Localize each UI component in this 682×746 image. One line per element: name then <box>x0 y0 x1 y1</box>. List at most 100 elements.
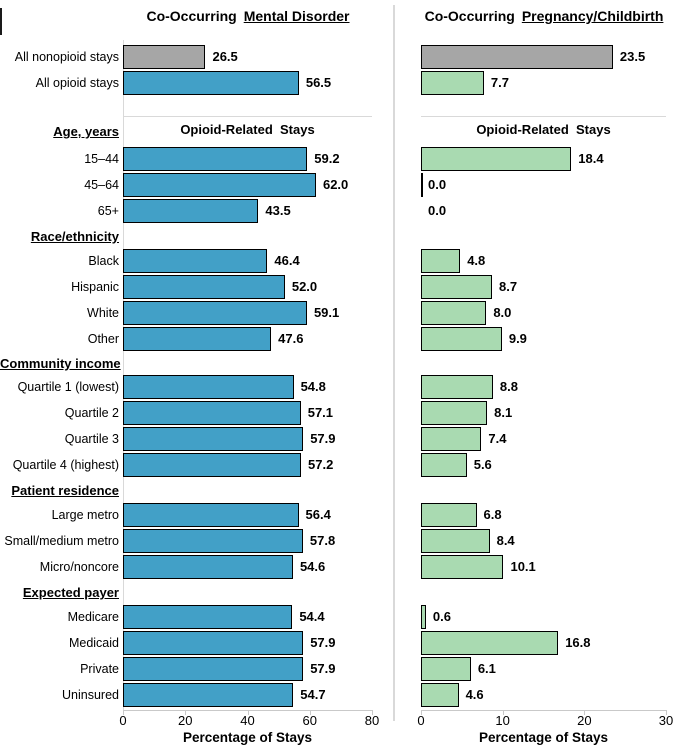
right-value-label: 0.6 <box>432 609 451 624</box>
row-label: Private <box>80 662 119 676</box>
x-axis-tick-label: 40 <box>240 713 255 728</box>
row-label: Large metro <box>51 508 119 522</box>
x-axis-tick-label: 20 <box>178 713 193 728</box>
x-axis-tick <box>309 710 311 715</box>
right-value-label: 10.1 <box>510 559 536 574</box>
left-bar <box>123 327 272 351</box>
left-value-label: 46.4 <box>274 253 300 268</box>
right-value-label: 0.0 <box>428 203 447 218</box>
left-bar <box>123 427 304 451</box>
left-value-label: 54.6 <box>299 559 326 574</box>
right-bar <box>421 301 487 325</box>
right-value-label: 8.4 <box>496 533 515 548</box>
left-value-label: 52.0 <box>291 279 318 294</box>
right-bar <box>421 45 613 69</box>
left-bar <box>123 173 316 197</box>
left-value-label: 47.6 <box>278 331 304 346</box>
left-bar <box>123 683 294 707</box>
row-label: Small/medium metro <box>4 534 119 548</box>
left-value-label: 57.9 <box>310 431 336 446</box>
row-label: All opioid stays <box>35 76 119 90</box>
x-axis-tick <box>584 710 586 715</box>
section-header: Community income <box>0 356 121 371</box>
row-label: All nonopioid stays <box>14 50 119 64</box>
right-bar <box>421 555 504 579</box>
x-axis-tick-label: 60 <box>302 713 317 728</box>
right-value-label: 8.0 <box>493 305 512 320</box>
right-bar <box>421 427 482 451</box>
corner-artifact <box>0 8 2 35</box>
row-label: Micro/noncore <box>39 560 119 574</box>
left-value-label: 57.2 <box>308 457 334 472</box>
right-value-label: 4.6 <box>465 687 484 702</box>
right-bar <box>421 605 426 629</box>
right-bar <box>421 249 461 273</box>
row-label: Black <box>88 254 119 268</box>
x-axis-line <box>421 710 666 711</box>
row-label: Medicare <box>67 610 119 624</box>
right-value-label: 8.7 <box>499 279 518 294</box>
left-value-label: 26.5 <box>212 49 238 64</box>
left-bar <box>123 453 302 477</box>
left-value-label: 59.2 <box>314 151 340 166</box>
left-bar <box>123 605 293 629</box>
top-section-separator <box>123 116 372 117</box>
right-bar <box>421 327 502 351</box>
right-value-label: 5.6 <box>473 457 492 472</box>
x-axis-tick <box>421 710 422 715</box>
x-axis-tick <box>247 710 249 715</box>
x-axis-tick-label: 20 <box>577 713 592 728</box>
x-axis-tick <box>123 710 124 715</box>
left-bar <box>123 301 307 325</box>
x-axis-title: Percentage of Stays <box>182 730 313 745</box>
zero-width-bar-edge <box>421 173 423 197</box>
left-value-label: 56.5 <box>305 75 332 90</box>
left-bar <box>123 657 304 681</box>
right-bar <box>421 401 488 425</box>
left-value-label: 43.5 <box>265 203 291 218</box>
left-value-label: 56.4 <box>305 507 331 522</box>
x-axis-tick <box>502 710 504 715</box>
left-value-label: 59.1 <box>313 305 340 320</box>
left-title-underlined: Mental Disorder <box>243 8 350 24</box>
x-axis-tick-label: 0 <box>417 713 425 728</box>
right-bar <box>421 631 559 655</box>
left-bar <box>123 503 299 527</box>
left-bar <box>123 249 268 273</box>
inner-header-opioid-related-stays: Opioid-Related Stays <box>476 122 611 137</box>
left-value-label: 57.1 <box>307 405 334 420</box>
inner-header-opioid-related-stays: Opioid-Related Stays <box>180 122 315 137</box>
x-axis-tick-label: 0 <box>119 713 127 728</box>
row-label: Uninsured <box>62 688 119 702</box>
right-value-label: 7.7 <box>490 75 509 90</box>
left-bar <box>123 529 303 553</box>
left-value-label: 54.7 <box>300 687 326 702</box>
left-value-label: 57.8 <box>309 533 336 548</box>
right-value-label: 23.5 <box>619 49 646 64</box>
right-bar <box>421 657 471 681</box>
row-label: 15–44 <box>84 152 119 166</box>
right-value-label: 6.8 <box>483 507 502 522</box>
left-bar <box>123 71 299 95</box>
x-axis-tick-label: 30 <box>658 713 674 728</box>
left-value-label: 62.0 <box>322 177 349 192</box>
x-axis-tick-label: 80 <box>364 713 380 728</box>
left-bar <box>123 375 294 399</box>
right-value-label: 4.8 <box>467 253 486 268</box>
row-label: Medicaid <box>68 636 119 650</box>
right-value-label: 0.0 <box>428 177 447 192</box>
right-value-label: 8.1 <box>494 405 513 420</box>
right-bar <box>421 375 493 399</box>
row-label: White <box>87 306 119 320</box>
top-section-separator <box>421 116 666 117</box>
left-bar <box>123 147 308 171</box>
row-label: Quartile 1 (lowest) <box>17 380 119 394</box>
left-value-label: 57.9 <box>310 635 336 650</box>
section-header: Expected payer <box>22 585 119 600</box>
right-value-label: 8.8 <box>499 379 518 394</box>
left-bar <box>123 275 285 299</box>
right-panel-title: Co-Occurring Pregnancy/Childbirth <box>404 8 682 28</box>
right-value-label: 18.4 <box>578 151 604 166</box>
right-title-underlined: Pregnancy/Childbirth <box>521 8 664 24</box>
